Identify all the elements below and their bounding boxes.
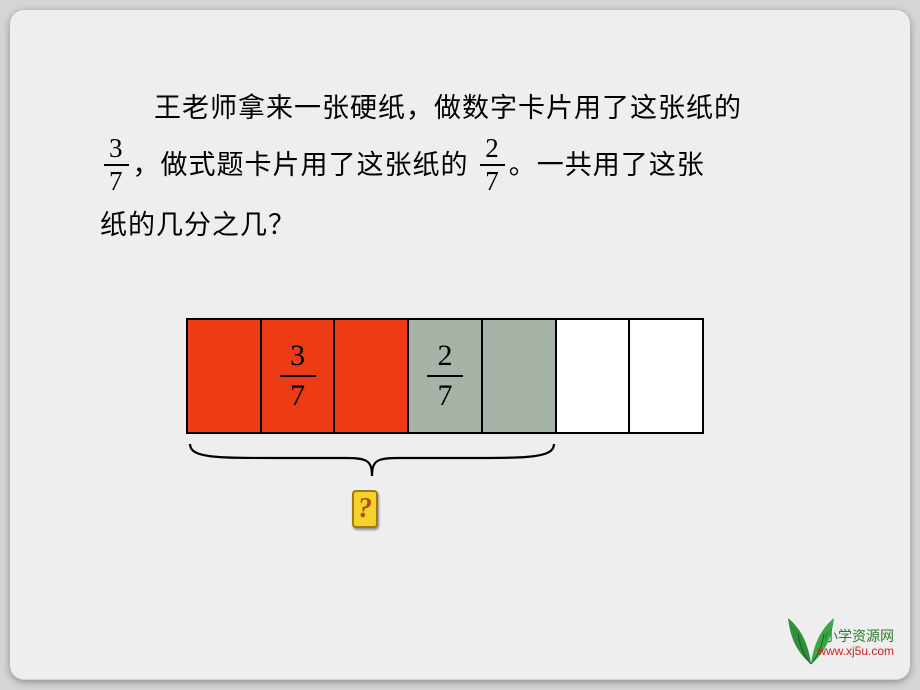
slide: 王老师拿来一张硬纸，做数字卡片用了这张纸的 3 7 ，做式题卡片用了这张纸的 2… [10, 10, 910, 680]
bar-cell-2: 37 [262, 320, 336, 432]
bar-cell-5 [483, 320, 557, 432]
footer-text-2: www.xj5u.com [817, 644, 894, 658]
text-seg-2: ，做式题卡片用了这张纸的 [133, 150, 469, 180]
brace-icon [186, 438, 558, 482]
fraction-3-7: 3 7 [104, 135, 129, 195]
bar-cell-fraction: 27 [427, 341, 463, 411]
fraction-bar: 37 27 [186, 318, 704, 434]
text-seg-3: 。一共用了这张 [509, 150, 705, 180]
bar-cell-1 [188, 320, 262, 432]
bar-cell-3 [335, 320, 409, 432]
question-mark-icon: ? [352, 490, 382, 534]
footer-text-1: 小学资源网 [824, 626, 894, 646]
bar-cell-fraction: 37 [280, 341, 316, 411]
bar-cell-4: 27 [409, 320, 483, 432]
text-seg-1: 王老师拿来一张硬纸，做数字卡片用了这张纸的 [154, 93, 742, 123]
footer-logo: 小学资源网 www.xj5u.com [786, 612, 896, 670]
bar-cell-7 [630, 320, 702, 432]
question-text: 王老师拿来一张硬纸，做数字卡片用了这张纸的 3 7 ，做式题卡片用了这张纸的 2… [100, 80, 850, 254]
text-seg-4: 纸的几分之几？ [100, 210, 296, 240]
bar-cell-6 [557, 320, 631, 432]
fraction-2-7: 2 7 [480, 135, 505, 195]
